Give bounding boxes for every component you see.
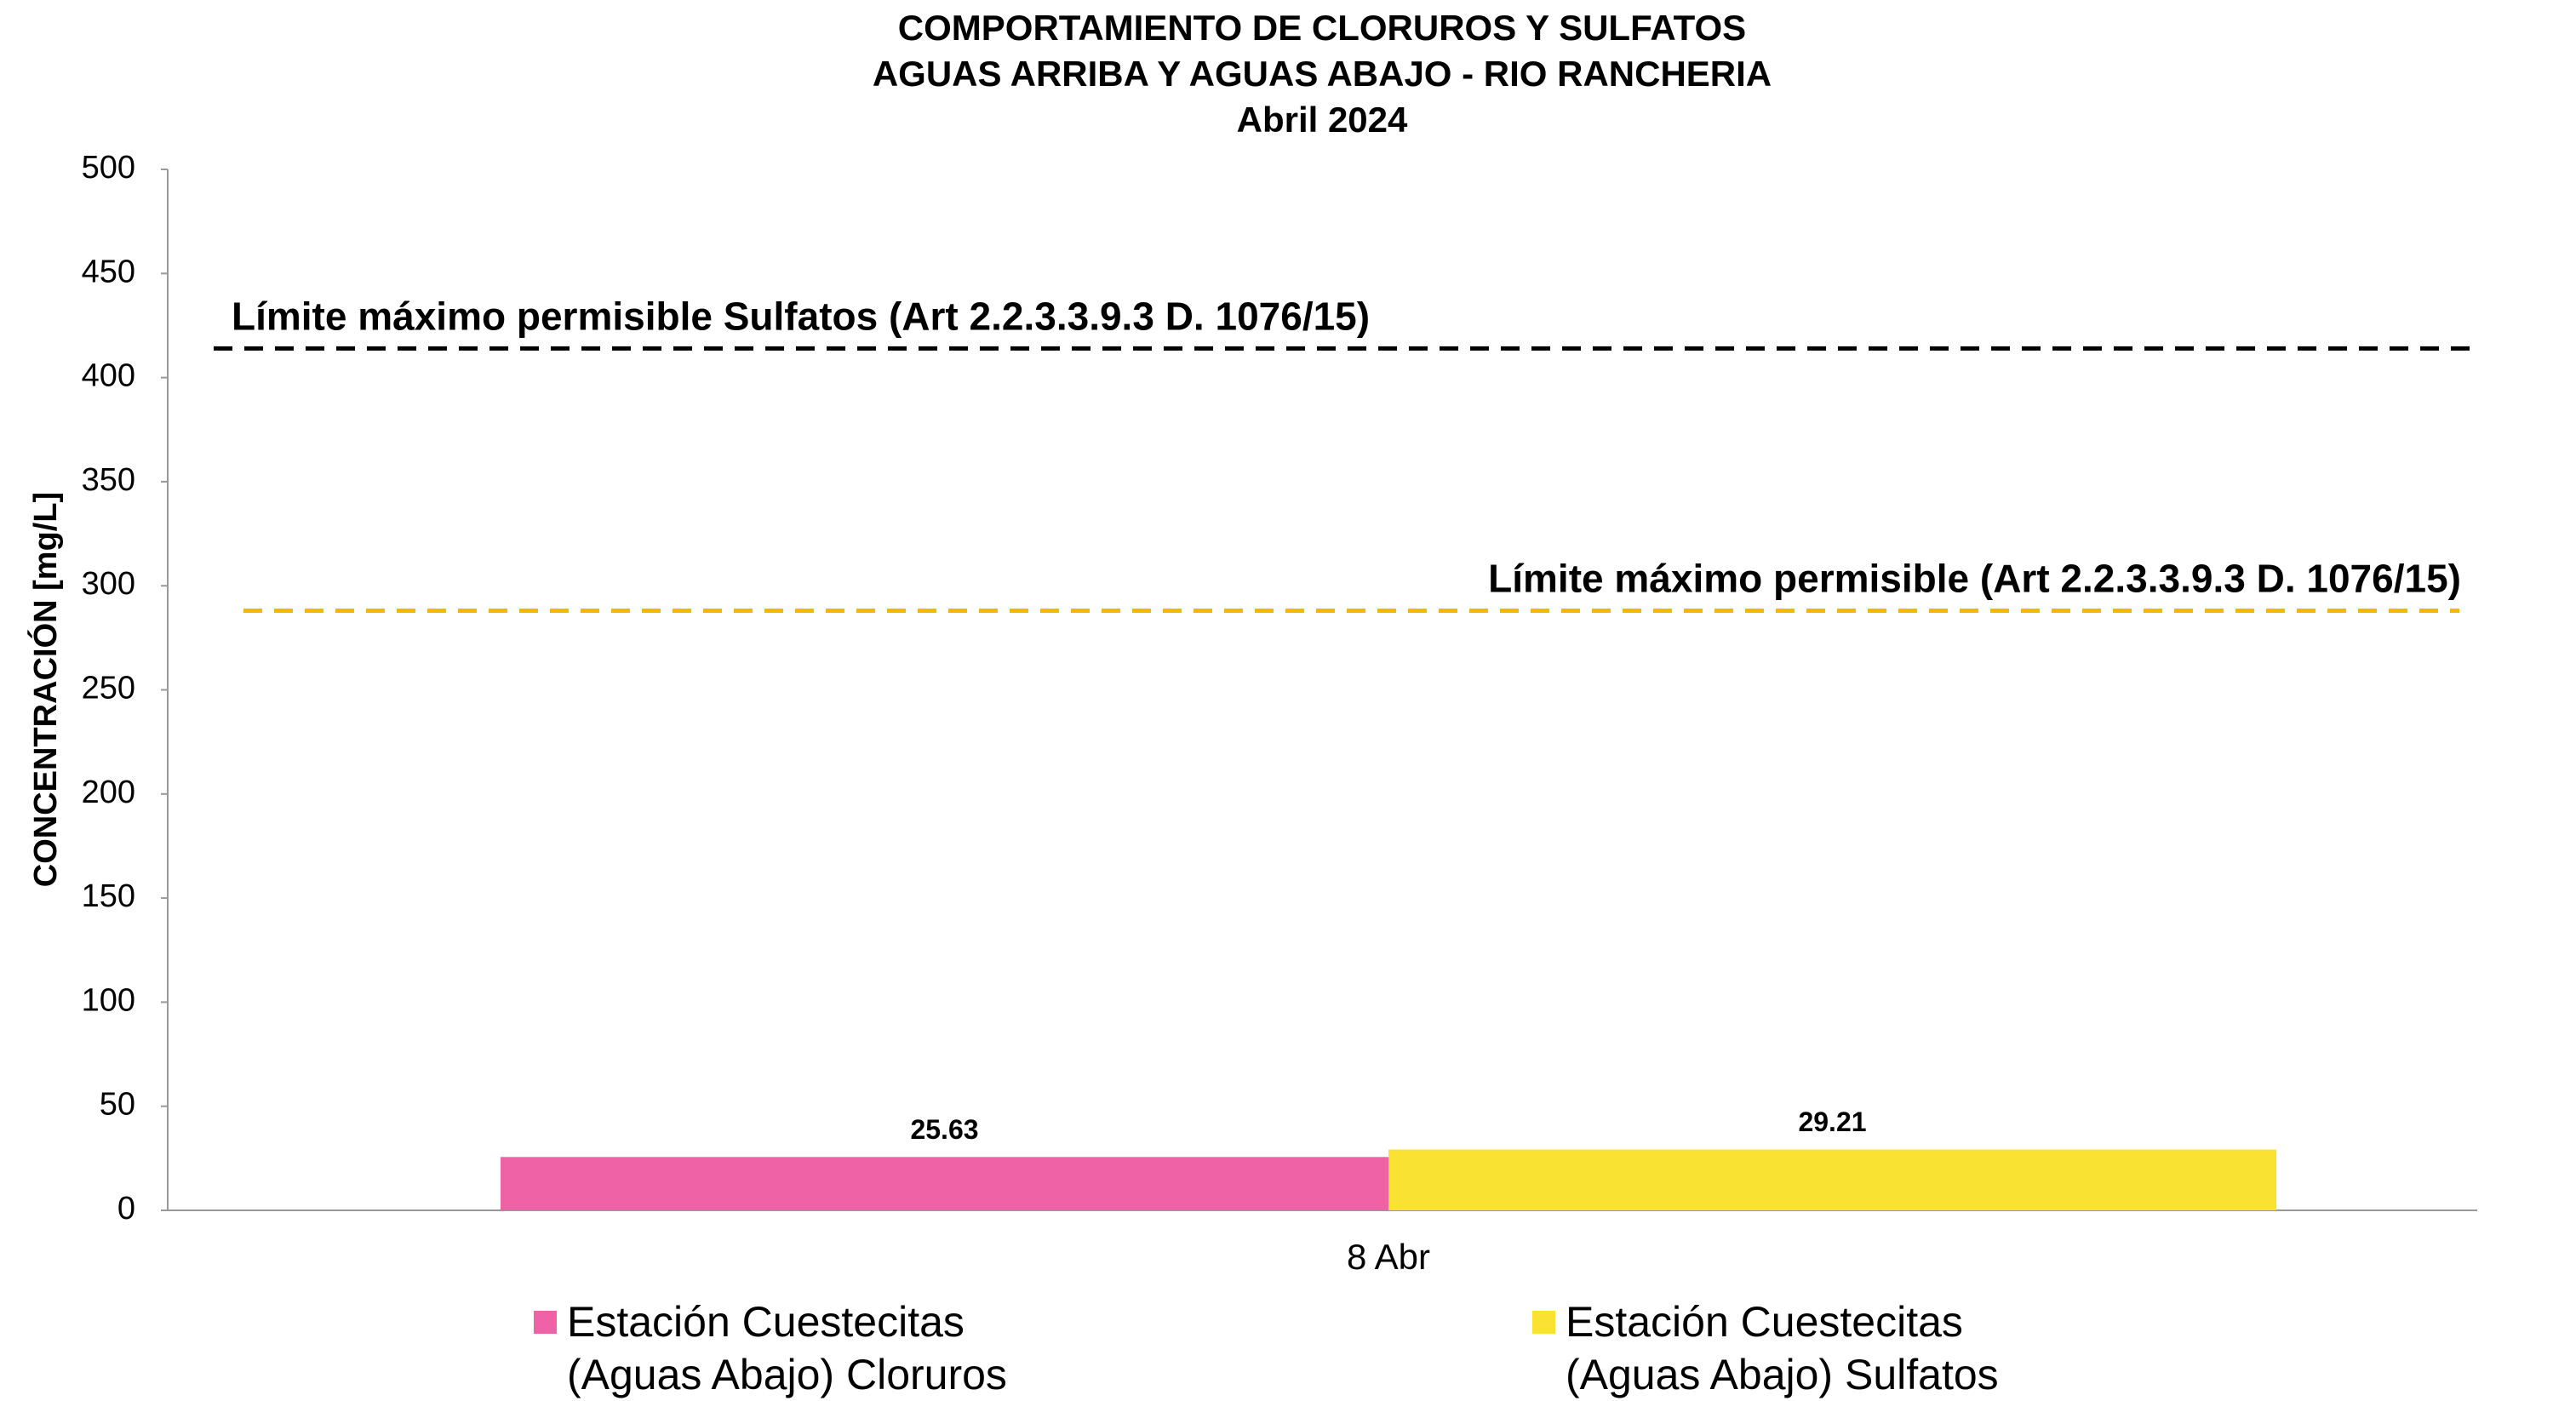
chart-title: AGUAS ARRIBA Y AGUAS ABAJO - RIO RANCHER… — [873, 54, 1772, 94]
x-tick-label: 8 Abr — [1347, 1237, 1430, 1277]
y-tick-label: 0 — [117, 1191, 135, 1227]
reference-label: Límite máximo permisible Sulfatos (Art 2… — [232, 294, 1370, 339]
y-tick-label: 450 — [82, 254, 135, 289]
reference-label: Límite máximo permisible (Art 2.2.3.3.9.… — [1488, 557, 2461, 601]
chart-title: Abril 2024 — [1237, 100, 1408, 140]
y-tick-label: 50 — [100, 1087, 135, 1123]
data-label: 25.63 — [910, 1114, 978, 1145]
data-label: 29.21 — [1798, 1107, 1866, 1137]
y-tick-label: 500 — [82, 150, 135, 186]
y-tick-label: 400 — [82, 358, 135, 394]
legend-label: Estación Cuestecitas (Aguas Abajo) Cloru… — [567, 1298, 1007, 1398]
y-tick-label: 150 — [82, 878, 135, 914]
legend-swatch — [534, 1311, 557, 1334]
y-axis-label: CONCENTRACIÓN [mg/L] — [26, 492, 64, 887]
bar — [501, 1157, 1388, 1210]
bar — [1388, 1149, 2276, 1210]
y-tick-label: 100 — [82, 982, 135, 1018]
chart-title: COMPORTAMIENTO DE CLORUROS Y SULFATOS — [898, 8, 1746, 48]
y-tick-label: 300 — [82, 566, 135, 602]
legend-swatch — [1532, 1311, 1555, 1334]
legend-label: Estación Cuestecitas (Aguas Abajo) Sulfa… — [1566, 1298, 1999, 1398]
y-tick-label: 200 — [82, 775, 135, 810]
y-tick-label: 350 — [82, 462, 135, 498]
y-tick-label: 250 — [82, 671, 135, 706]
